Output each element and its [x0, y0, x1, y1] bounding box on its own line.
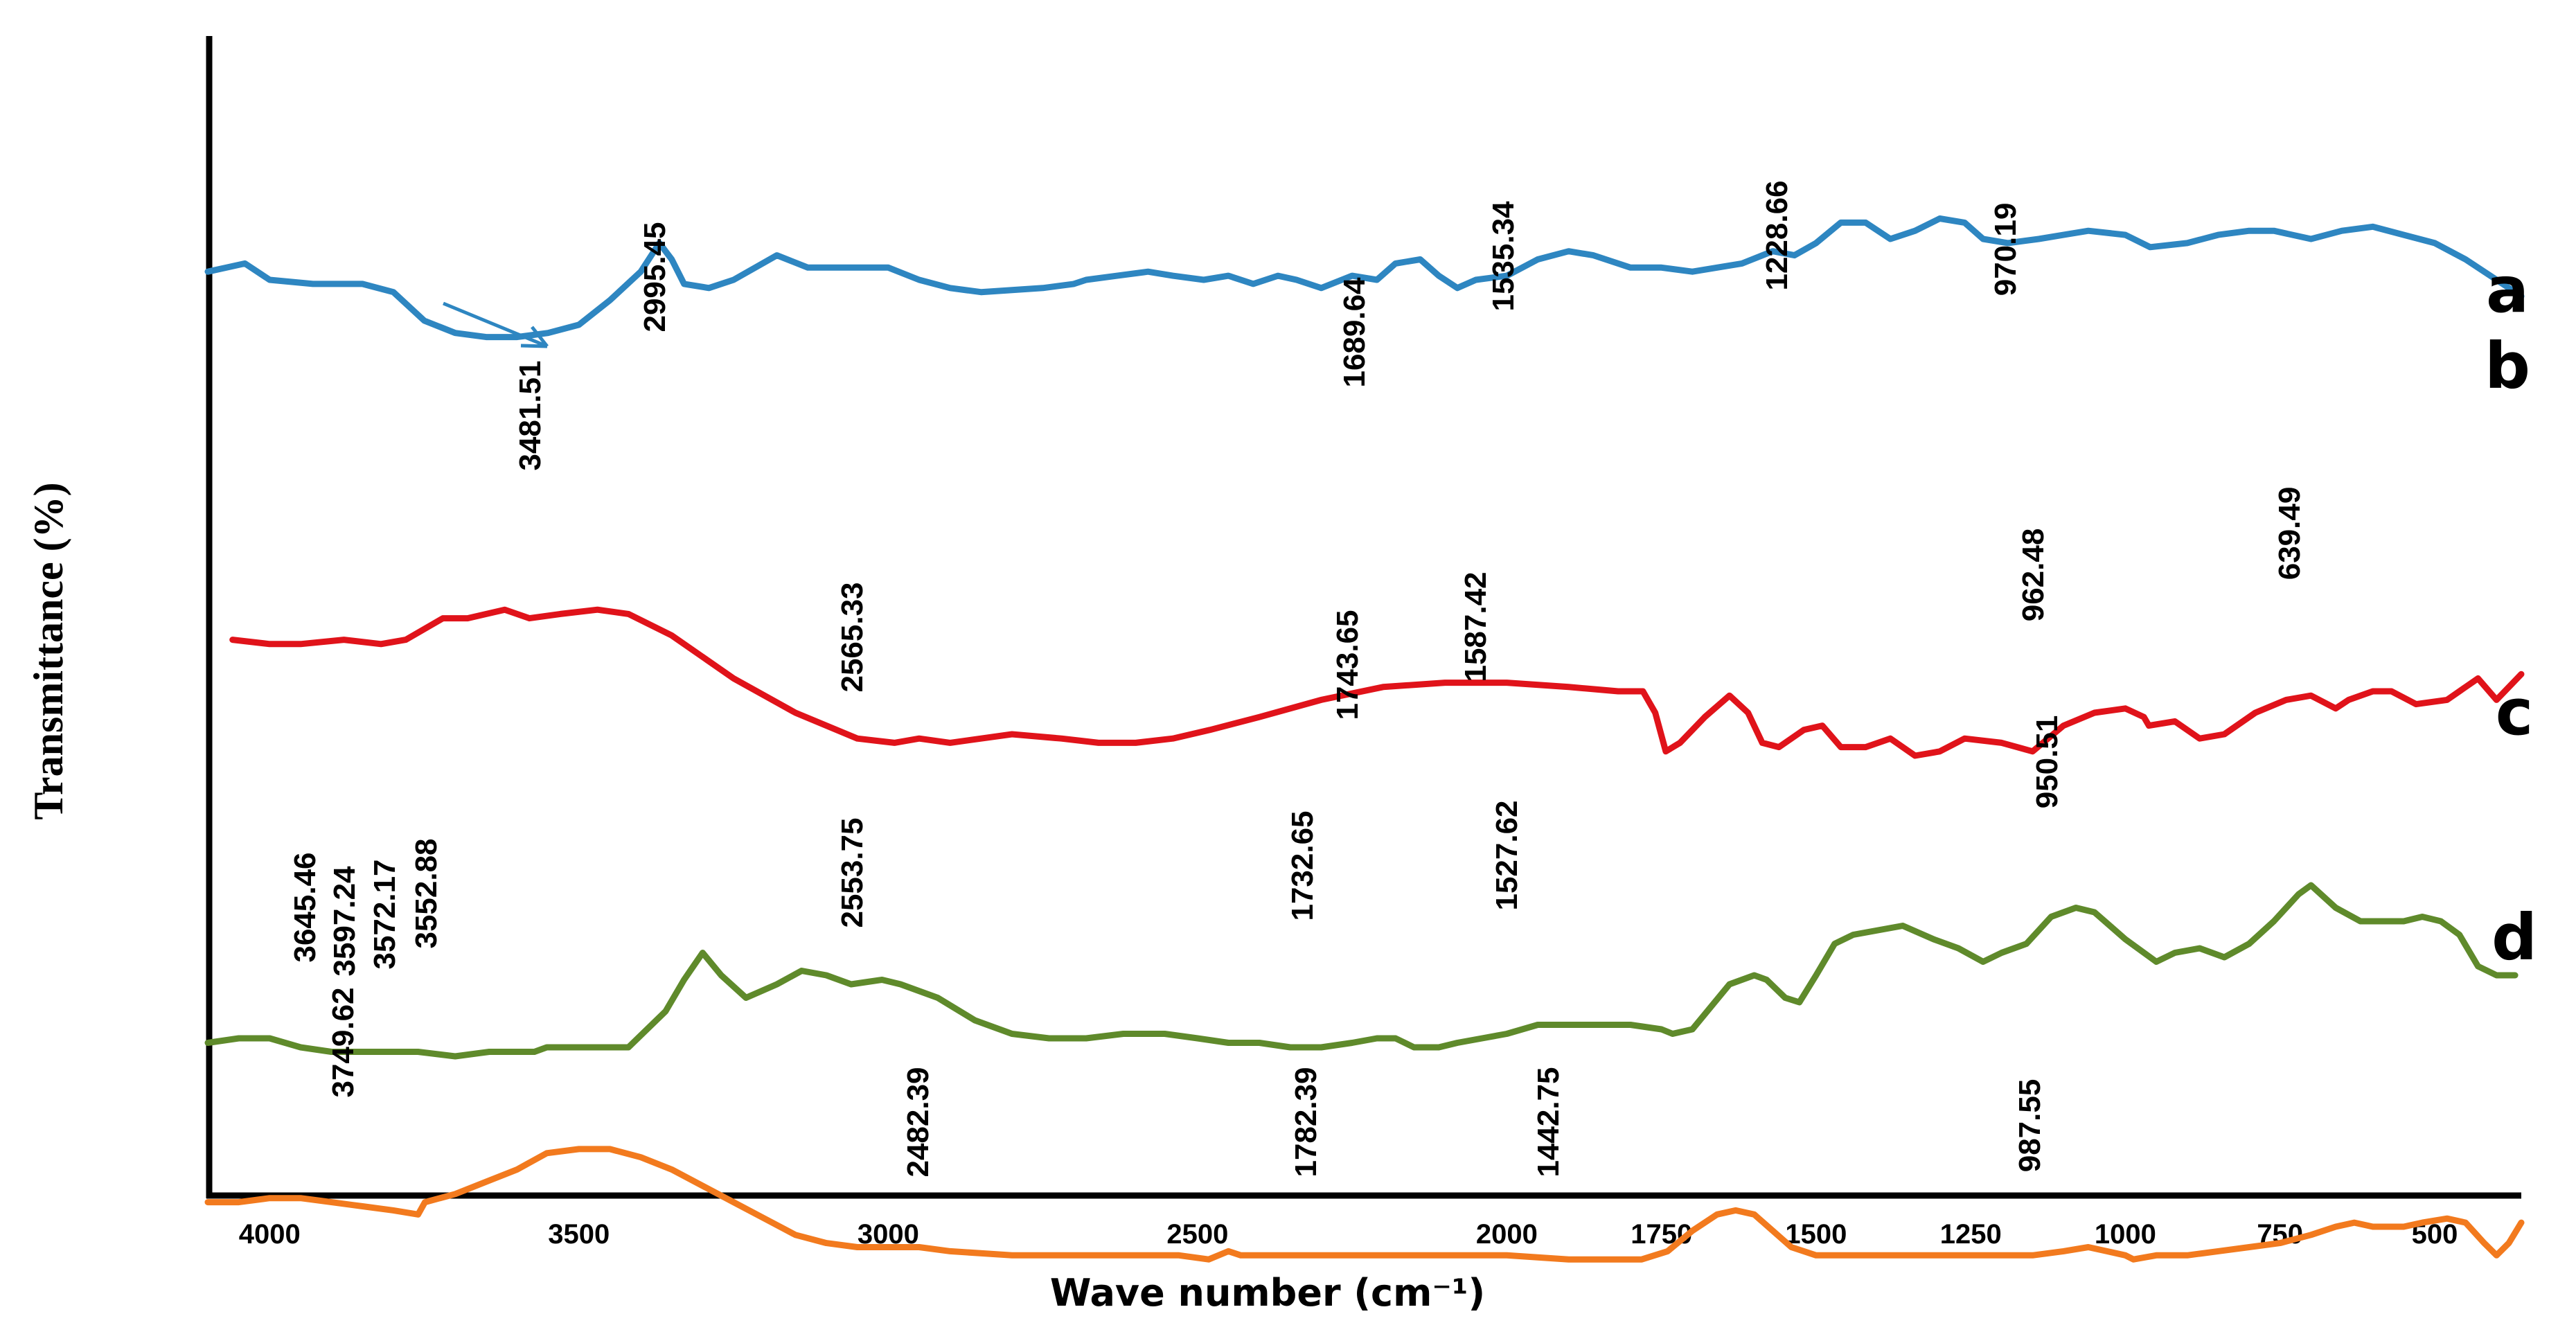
- x-tick-label-2000: 2000: [1476, 1219, 1538, 1250]
- x-tick-label-2500: 2500: [1166, 1219, 1228, 1250]
- x-tick-label-1500: 1500: [1785, 1219, 1847, 1250]
- series-group: [204, 215, 2525, 1263]
- peak-label-d-0: 3749.62: [326, 987, 360, 1097]
- series-line-d: [204, 1146, 2525, 1263]
- peak-arrow: [443, 301, 549, 348]
- peak-label-c-3: 3552.88: [409, 838, 443, 948]
- peak-label-b-4: 639.49: [2273, 487, 2307, 580]
- peak-label-c-4: 2553.75: [835, 817, 869, 927]
- series-line-a: [204, 215, 2525, 341]
- peak-label-a-3: 1535.34: [1486, 201, 1520, 312]
- peak-label-c-7: 950.51: [2030, 716, 2064, 809]
- series-letter-group: ab c d: [2485, 253, 2537, 975]
- peak-label-d-1: 2482.39: [901, 1067, 935, 1177]
- series-line-c: [204, 882, 2519, 1060]
- peak-label-a-4: 1228.66: [1760, 180, 1794, 290]
- series-line-b: [229, 606, 2525, 759]
- x-tick-label-1250: 1250: [1940, 1219, 2002, 1250]
- peak-label-a-1: 2995.45: [638, 222, 672, 332]
- x-axis-title: Wave number (cm⁻¹): [1050, 1271, 1485, 1315]
- peak-label-b-0: 2565.33: [835, 582, 869, 692]
- peak-label-d-4: 987.55: [2013, 1079, 2047, 1173]
- peak-label-group: 3481.51 2995.45 1689.64 1535.34 1228.66 970.1…: [288, 180, 2307, 1177]
- series-letter-a: a: [2486, 253, 2529, 327]
- x-tick-label-3500: 3500: [548, 1219, 610, 1250]
- peak-label-c-2: 3572.17: [368, 859, 402, 969]
- series-letter-d: d: [2491, 900, 2537, 975]
- series-letter-c: c: [2496, 675, 2534, 749]
- peak-label-c-6: 1527.62: [1490, 800, 1524, 910]
- peak-label-a-5: 970.19: [1989, 203, 2023, 296]
- peak-label-a-2: 1689.64: [1338, 277, 1371, 388]
- peak-label-b-3: 962.48: [2016, 529, 2050, 622]
- peak-label-b-2: 1587.42: [1459, 571, 1493, 682]
- x-tick-group: 4000 3500 3000 2500 2000 1750 1500 1250 1000 750 5…: [239, 1219, 2458, 1250]
- x-tick-label-1750: 1750: [1631, 1219, 1692, 1250]
- x-tick-label-4000: 4000: [239, 1219, 301, 1250]
- peak-label-c-1: 3597.24: [328, 866, 362, 977]
- peak-label-d-3: 1442.75: [1531, 1067, 1565, 1177]
- peak-label-c-0: 3645.46: [288, 852, 322, 962]
- peak-label-c-5: 1732.65: [1286, 810, 1320, 921]
- x-tick-label-1000: 1000: [2095, 1219, 2156, 1250]
- peak-label-d-2: 1782.39: [1289, 1067, 1323, 1177]
- peak-label-b-1: 1743.65: [1331, 610, 1365, 720]
- y-axis-title: Transmittance (%): [26, 482, 71, 819]
- peak-label-a-0: 3481.51: [513, 360, 547, 470]
- series-letter-b: b: [2485, 329, 2530, 403]
